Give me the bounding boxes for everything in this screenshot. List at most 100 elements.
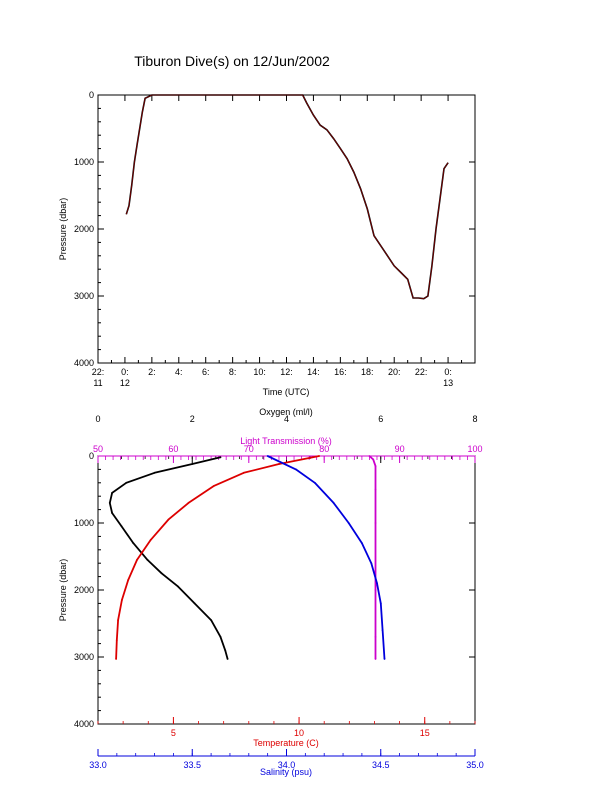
oxygen-profile-point — [146, 559, 149, 561]
light-profile-point — [374, 636, 377, 638]
top-x-tick-label: 6: — [202, 367, 210, 377]
top-x-tick-label: 22: — [92, 367, 105, 377]
top-x-axis-label: Time (UTC) — [263, 387, 310, 397]
temperature-profile-point — [115, 639, 118, 642]
temperature-profile-point — [136, 559, 138, 561]
top-y-tick-label: 4000 — [74, 358, 94, 368]
bottom-y-tick-label: 2000 — [74, 585, 94, 595]
temperature-tick-label: 15 — [420, 728, 430, 738]
oxygen-profile-point — [120, 525, 123, 528]
oxygen-tick-label: 2 — [190, 414, 195, 424]
oxygen-profile-point — [177, 585, 180, 588]
light-tick-label: 100 — [467, 444, 482, 454]
oxygen-profile-point — [210, 619, 213, 621]
top-y-tick-label: 2000 — [74, 224, 94, 234]
temperature-profile-point — [187, 502, 190, 504]
oxygen-profile-point — [219, 456, 222, 459]
light-profile-point — [368, 455, 371, 457]
top-x-tick-label: 11 — [93, 378, 102, 388]
salinity-profile-point — [381, 629, 384, 632]
bottom-y-axis-label: Pressure (dbar) — [58, 559, 68, 622]
salinity-profile-line — [267, 455, 386, 660]
top-x-tick-label: 8: — [229, 367, 237, 377]
temperature-tick-label: 5 — [171, 728, 176, 738]
light-tick-label: 80 — [319, 444, 329, 454]
salinity-tick-label: 33.5 — [183, 760, 201, 770]
light-tick-label: 60 — [168, 444, 178, 454]
bottom-y-tick-label: 1000 — [74, 518, 94, 528]
oxygen-profile-point — [125, 481, 128, 484]
oxygen-profile-point — [108, 502, 111, 504]
top-y-tick-label: 0 — [89, 90, 94, 100]
salinity-profile-point — [266, 455, 269, 457]
oxygen-profile-point — [153, 471, 156, 474]
top-x-tick-label: 20: — [388, 367, 401, 377]
top-x-tick-label: 16: — [334, 367, 347, 377]
salinity-tick-label: 33.0 — [89, 760, 107, 770]
temperature-tick-label: 10 — [294, 728, 304, 738]
salinity-profile-point — [295, 468, 297, 471]
light-profile-point — [374, 658, 377, 660]
salinity-profile-point — [383, 658, 386, 660]
temperature-profile-point — [121, 599, 123, 601]
light-tick-label: 50 — [93, 444, 103, 454]
oxygen-tick-label: 0 — [95, 414, 100, 424]
top-x-tick-label: 4: — [175, 367, 183, 377]
top-x-tick-label: 12: — [280, 367, 293, 377]
oxygen-tick-label: 6 — [378, 414, 383, 424]
bottom-y-tick-label: 4000 — [74, 719, 94, 729]
salinity-profile-point — [361, 542, 363, 544]
oxygen-axis-label: Oxygen (ml/l) — [259, 407, 313, 417]
figure-title: Tiburon Dive(s) on 12/Jun/2002 — [134, 53, 330, 69]
top-series — [125, 94, 449, 300]
temperature-profile-point — [117, 619, 119, 621]
top-y-ticks: 0 1000 2000 3000 4000 — [74, 90, 475, 368]
light-tick-label: 90 — [395, 444, 405, 454]
bottom-plot-frame — [97, 455, 476, 725]
temperature-profile-point — [278, 463, 280, 465]
oxygen-profile-point — [224, 649, 227, 652]
temperature-profile-point — [318, 455, 321, 457]
oxygen-profile-point — [111, 512, 113, 514]
bottom-y-tick-label: 3000 — [74, 652, 94, 662]
light-profile-point — [374, 465, 377, 467]
light-tick-label: 70 — [244, 444, 254, 454]
dive-pressure-line-highlight — [126, 94, 449, 300]
oxygen-profile-point — [160, 572, 163, 575]
salinity-tick-label: 34.0 — [278, 760, 296, 770]
top-x-tick-label: 18: — [361, 367, 374, 377]
top-x-ticks: 22:110:122: 4: 6: 8: 10: 12: 14: 16: 18: 20: 22: 0:… — [92, 95, 463, 388]
salinity-profile-point — [347, 522, 350, 524]
salinity-tick-label: 34.5 — [372, 760, 390, 770]
light-profile-point — [374, 522, 377, 524]
top-y-tick-label: 1000 — [74, 157, 94, 167]
salinity-tick-label: 35.0 — [466, 760, 484, 770]
salinity-profile-point — [379, 602, 382, 605]
salinity-profile-point — [370, 562, 373, 565]
oxygen-tick-label: 8 — [472, 414, 477, 424]
top-x-tick-label: 0: — [444, 367, 452, 377]
oxygen-profile-point — [219, 636, 222, 638]
top-x-tick-label: 13 — [443, 378, 453, 388]
bottom-extra-axes: 0 2 4 6 8 50 60 70 80 90 100 5 10 15 33.0 33.5 34.0 34.5 3… — [89, 414, 484, 770]
light-axis-label: Light Transmission (%) — [240, 436, 332, 446]
dive-pressure-line — [125, 94, 449, 300]
light-profile-point — [372, 458, 375, 461]
oxygen-profile-point — [111, 492, 113, 494]
bottom-y-ticks: 0 1000 2000 3000 4000 — [74, 451, 475, 729]
top-x-tick-label: 22: — [415, 367, 428, 377]
temperature-profile-point — [115, 658, 117, 660]
oxygen-profile-point — [193, 602, 196, 605]
light-profile-point — [374, 589, 377, 591]
top-x-tick-label: 2: — [148, 367, 156, 377]
temperature-axis-label: Temperature (C) — [253, 738, 319, 748]
top-x-tick-label: 12 — [120, 378, 130, 388]
temperature-profile-point — [149, 538, 152, 541]
oxygen-profile-point — [226, 658, 229, 660]
top-plot-frame — [97, 94, 476, 364]
top-y-tick-label: 3000 — [74, 291, 94, 301]
top-x-tick-label: 0: — [121, 367, 129, 377]
salinity-axis-label: Salinity (psu) — [260, 767, 312, 777]
top-x-tick-label: 10: — [253, 367, 266, 377]
